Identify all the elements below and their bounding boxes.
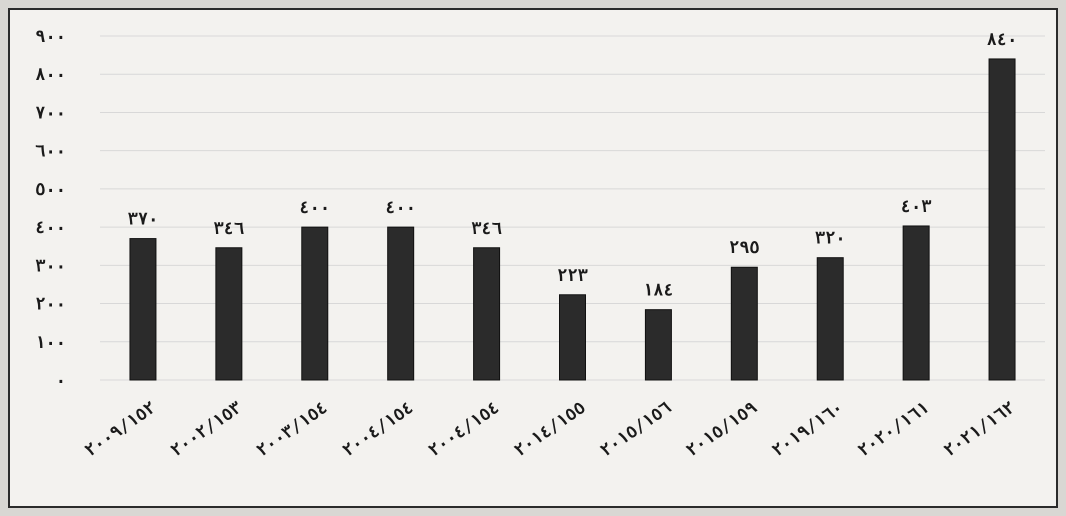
x-tick-label: ٢٠٠٤/١٥٤ bbox=[339, 398, 418, 461]
data-label: ٣٧٠ bbox=[128, 210, 159, 230]
y-tick-label: ٠ bbox=[56, 371, 66, 391]
bar bbox=[902, 225, 930, 381]
data-label: ٣٤٦ bbox=[471, 219, 502, 239]
gridlines bbox=[100, 35, 1045, 381]
data-label: ٤٠٠ bbox=[299, 198, 330, 218]
data-labels: ٣٧٠ ٣٤٦ ٤٠٠ ٤٠٠ ٣٤٦ ٢٢٣ ١٨٤ ٢٩٥ ٣٢٠ ٤٠٣ ٨٤٠ bbox=[128, 30, 1018, 301]
data-label: ٢٢٣ bbox=[557, 266, 588, 286]
bar bbox=[129, 238, 157, 381]
y-tick-label: ٤٠٠ bbox=[35, 218, 66, 238]
x-tick-label: ٢٠٠٤/١٥٤ bbox=[425, 398, 504, 461]
data-label: ١٨٤ bbox=[643, 281, 674, 301]
bar bbox=[473, 247, 501, 381]
y-tick-label: ٥٠٠ bbox=[35, 180, 66, 200]
bar bbox=[215, 247, 243, 381]
bar-chart: ٠ ١٠٠ ٢٠٠ ٣٠٠ ٤٠٠ ٥٠٠ ٦٠٠ ٧٠٠ ٨٠٠ ٩٠٠ ٣٧٠ ٣٤٦ ٤٠٠ ٤٠… bbox=[35, 27, 1045, 461]
y-tick-label: ٢٠٠ bbox=[35, 295, 66, 315]
y-tick-label: ٧٠٠ bbox=[35, 103, 66, 123]
bar bbox=[816, 257, 844, 381]
x-tick-label: ٢٠٠٢/١٥٣ bbox=[167, 398, 246, 461]
chart-frame: ٠ ١٠٠ ٢٠٠ ٣٠٠ ٤٠٠ ٥٠٠ ٦٠٠ ٧٠٠ ٨٠٠ ٩٠٠ ٣٧٠ ٣٤٦ ٤٠٠ ٤٠… bbox=[8, 8, 1058, 508]
bar bbox=[301, 226, 329, 381]
bar bbox=[559, 294, 586, 381]
x-tick-label: ٢٠٢٠/١٦١ bbox=[854, 398, 933, 461]
bar bbox=[988, 58, 1016, 381]
x-tick-label: ٢٠١٤/١٥٥ bbox=[511, 398, 590, 461]
x-tick-label: ٢٠١٥/١٥٩ bbox=[683, 398, 762, 461]
y-tick-label: ٩٠٠ bbox=[35, 27, 66, 47]
y-tick-label: ٦٠٠ bbox=[35, 142, 66, 162]
bars bbox=[129, 58, 1016, 381]
x-tick-label: ٢٠٢١/١٦٢ bbox=[940, 398, 1019, 461]
bar bbox=[387, 226, 415, 381]
x-tick-label: ٢٠٠٩/١٥٢ bbox=[81, 398, 160, 461]
data-label: ٤٠٣ bbox=[901, 197, 932, 217]
data-label: ٣٤٦ bbox=[214, 219, 245, 239]
y-axis: ٠ ١٠٠ ٢٠٠ ٣٠٠ ٤٠٠ ٥٠٠ ٦٠٠ ٧٠٠ ٨٠٠ ٩٠٠ bbox=[35, 27, 66, 391]
bar bbox=[644, 309, 672, 381]
data-label: ٤٠٠ bbox=[385, 198, 416, 218]
x-axis: ٢٠٠٩/١٥٢ ٢٠٠٢/١٥٣ ٢٠٠٣/١٥٤ ٢٠٠٤/١٥٤ ٢٠٠٤/١٥٤… bbox=[81, 398, 1019, 461]
y-tick-label: ١٠٠ bbox=[35, 333, 66, 353]
x-tick-label: ٢٠١٥/١٥٦ bbox=[597, 398, 676, 461]
y-tick-label: ٣٠٠ bbox=[35, 256, 66, 276]
bar bbox=[730, 266, 758, 381]
y-tick-label: ٨٠٠ bbox=[35, 65, 66, 85]
data-label: ٣٢٠ bbox=[815, 229, 846, 249]
data-label: ٢٩٥ bbox=[729, 238, 760, 258]
x-tick-label: ٢٠١٩/١٦٠ bbox=[769, 398, 848, 461]
data-label: ٨٤٠ bbox=[987, 30, 1018, 50]
x-tick-label: ٢٠٠٣/١٥٤ bbox=[253, 398, 332, 461]
